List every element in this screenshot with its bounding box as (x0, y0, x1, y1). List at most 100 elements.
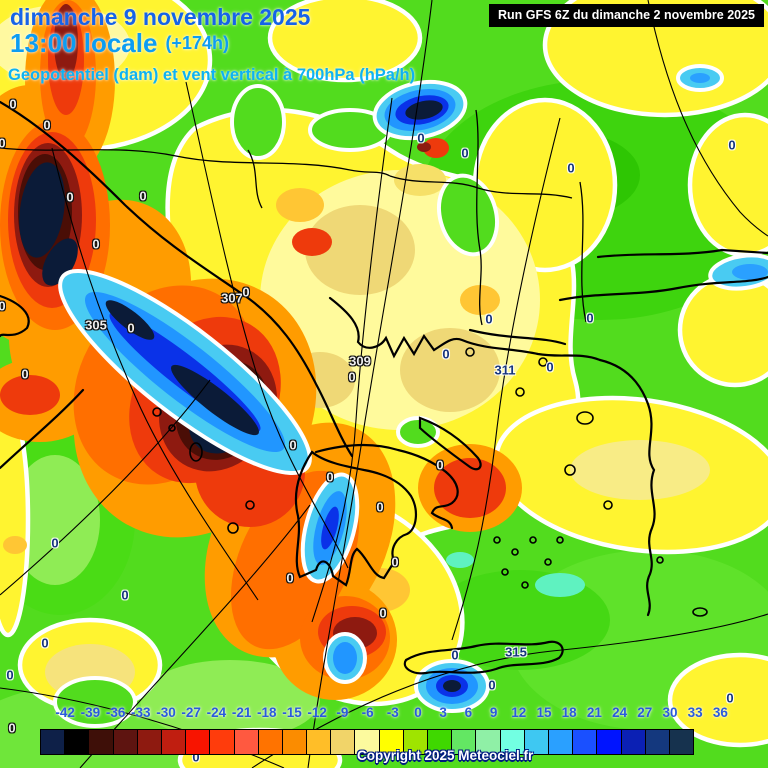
legend-color-box (620, 729, 646, 755)
zero-contour-label: 0 (546, 359, 554, 375)
legend-tick: 6 (464, 705, 473, 720)
legend-color-box (40, 729, 66, 755)
legend-color-box (596, 729, 622, 755)
zero-contour-label: 0 (139, 188, 147, 204)
forecast-offset: (+174h) (165, 33, 229, 53)
zero-contour-label: 0 (6, 667, 14, 683)
legend-tick: 15 (536, 705, 552, 720)
legend-color-box (185, 729, 211, 755)
zero-contour-label: 0 (326, 469, 334, 485)
legend-tick: -15 (282, 705, 302, 720)
legend-tick: 27 (637, 705, 653, 720)
legend-tick: 21 (586, 705, 602, 720)
legend-color-box (523, 729, 549, 755)
zero-contour-label: 0 (728, 137, 736, 153)
copyright: Copyright 2025 Meteociel.fr (357, 748, 534, 763)
zero-contour-label: 0 (66, 189, 74, 205)
forecast-time: 13:00 locale (+174h) (10, 28, 229, 59)
forecast-date: dimanche 9 novembre 2025 (10, 4, 311, 30)
geopotential-contour-label: 311 (494, 362, 516, 378)
islands (152, 347, 708, 617)
zero-contour-label: 0 (567, 160, 575, 176)
legend-tick: 0 (414, 705, 422, 720)
legend-color-box (112, 729, 138, 755)
legend-tick: -12 (307, 705, 327, 720)
run-info: Run GFS 6Z du dimanche 2 novembre 2025 (488, 4, 764, 27)
legend-tick: -24 (206, 705, 227, 720)
zero-contour-label: 0 (41, 635, 49, 651)
legend-color-box (136, 729, 162, 755)
legend-tick: 12 (511, 705, 527, 720)
zero-contour-label: 0 (9, 96, 17, 112)
zero-contour-label: 0 (451, 647, 459, 663)
forecast-time-local: 13:00 locale (10, 28, 158, 58)
zero-contour-label: 0 (51, 535, 59, 551)
zero-contour-label: 0 (436, 457, 444, 473)
map-subtitle: Geopotentiel (dam) et vent vertical à 70… (8, 66, 416, 84)
legend-color-box (209, 729, 235, 755)
coastlines (0, 100, 768, 675)
geopotential-contour-label: 315 (505, 644, 527, 660)
legend-color-box (306, 729, 332, 755)
legend-tick: -39 (80, 705, 101, 720)
zero-contour-label: 0 (92, 236, 100, 252)
zero-contour-label: 0 (726, 690, 734, 706)
zero-contour-label: 0 (376, 499, 384, 515)
legend-color-box (233, 729, 259, 755)
zero-contour-label: 0 (8, 720, 16, 736)
legend-tick: -18 (257, 705, 277, 720)
zero-contour-label: 0 (485, 311, 493, 327)
zero-contour-label: 0 (348, 369, 356, 385)
legend-tick: -36 (105, 705, 126, 720)
legend-tick: -42 (55, 705, 75, 720)
teal-spots (446, 552, 585, 597)
legend-colorbar (40, 729, 695, 755)
legend-tick: 9 (489, 705, 498, 720)
zero-contour-label: 0 (289, 437, 297, 453)
zero-contour-label: 0 (127, 320, 135, 336)
legend-tick: -9 (336, 705, 349, 720)
legend-color-box (451, 729, 477, 755)
zero-contour-label: 0 (21, 366, 29, 382)
legend-color-box (257, 729, 283, 755)
zero-contour-label: 0 (121, 587, 129, 603)
legend-color-box (330, 729, 356, 755)
geopotential-contour-label: 305 (85, 317, 107, 333)
zero-contour-label: 0 (461, 145, 469, 161)
zero-contour-label: 0 (286, 570, 294, 586)
green-patches (53, 84, 499, 728)
legend-tick: -33 (131, 705, 151, 720)
legend-tick: 30 (662, 705, 678, 720)
legend-color-box (547, 729, 574, 755)
zero-contour-label: 0 (242, 284, 250, 300)
legend-tick: -21 (231, 705, 252, 720)
legend-color-box (668, 729, 695, 755)
country-borders (0, 109, 587, 326)
zero-contour-label: 0 (43, 117, 51, 133)
zero-contour-label: 0 (488, 677, 496, 693)
zero-contour-label: 0 (391, 554, 399, 570)
geopotential-contour-label: 307 (221, 290, 243, 306)
zero-contour-label: 0 (417, 130, 425, 146)
zero-contour-label: 0 (442, 346, 450, 362)
legend-tick: -3 (386, 705, 399, 720)
legend-tick: 24 (612, 705, 628, 720)
zero-contour-label: 0 (0, 298, 6, 314)
geopotential-contour-label: 309 (349, 353, 371, 369)
legend-color-box (281, 729, 308, 755)
legend-color-box (572, 729, 598, 755)
legend-tick: 33 (687, 705, 703, 720)
legend-tick: 18 (561, 705, 577, 720)
zero-contour-label: 0 (0, 135, 6, 151)
legend-color-box (644, 729, 670, 755)
legend-tick: -6 (361, 705, 374, 720)
legend-color-box (160, 729, 187, 755)
legend-tick: -30 (156, 705, 176, 720)
legend-tick: -27 (181, 705, 201, 720)
legend-color-box (88, 729, 114, 755)
legend-tick: 36 (712, 705, 728, 720)
zero-contour-label: 0 (586, 310, 594, 326)
